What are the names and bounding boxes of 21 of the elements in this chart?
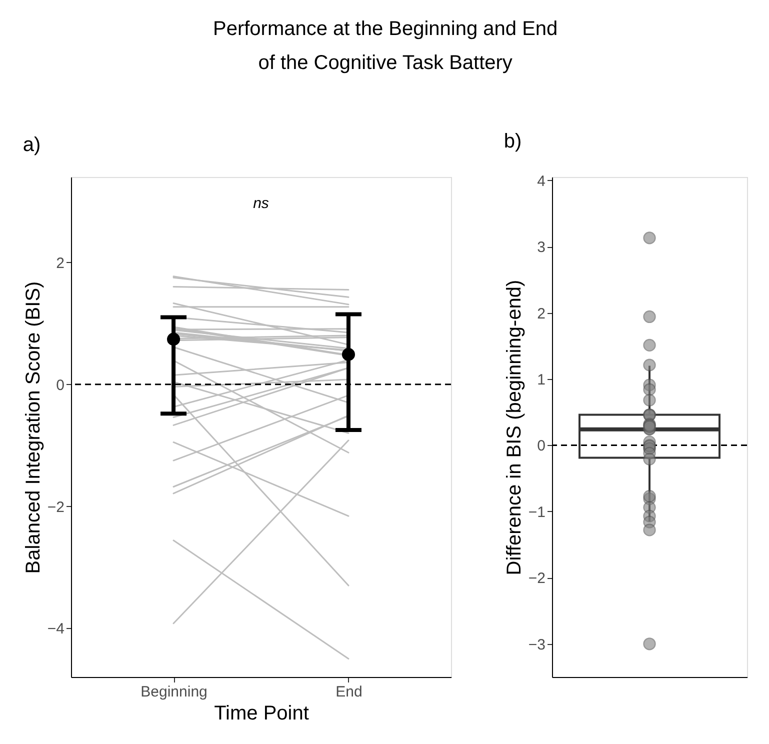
chart-subtitle: a) xyxy=(22,134,41,156)
y-tick-label: 0 xyxy=(537,438,546,455)
x-tick-label: End xyxy=(336,684,362,700)
y-tick-label: 4 xyxy=(537,172,546,190)
y-tick-label: 0 xyxy=(56,376,64,394)
y-tick-label: 3 xyxy=(537,239,546,256)
y-tick-label: −4 xyxy=(47,620,64,638)
y-tick-label: −3 xyxy=(528,636,546,654)
y-tick-label: −1 xyxy=(528,504,546,521)
y-tick-label: 1 xyxy=(537,371,546,388)
x-tick-label: Beginning xyxy=(140,684,208,700)
y-tick-label: −2 xyxy=(528,570,546,588)
y-axis-title: Balanced Integration Score (BIS) xyxy=(22,281,44,574)
chart-subtitle: b) xyxy=(504,130,522,152)
y-tick-label: 2 xyxy=(537,305,546,322)
y-tick-label: 2 xyxy=(56,254,64,272)
annotation: ns xyxy=(253,195,270,212)
x-axis-title: Time Point xyxy=(214,702,310,724)
y-axis-title: Difference in BIS (beginning-end) xyxy=(503,280,526,576)
y-tick-label: −2 xyxy=(47,498,64,516)
chart-title: Performance at the Beginning and End of the Cognitive Task Battery xyxy=(212,18,558,74)
